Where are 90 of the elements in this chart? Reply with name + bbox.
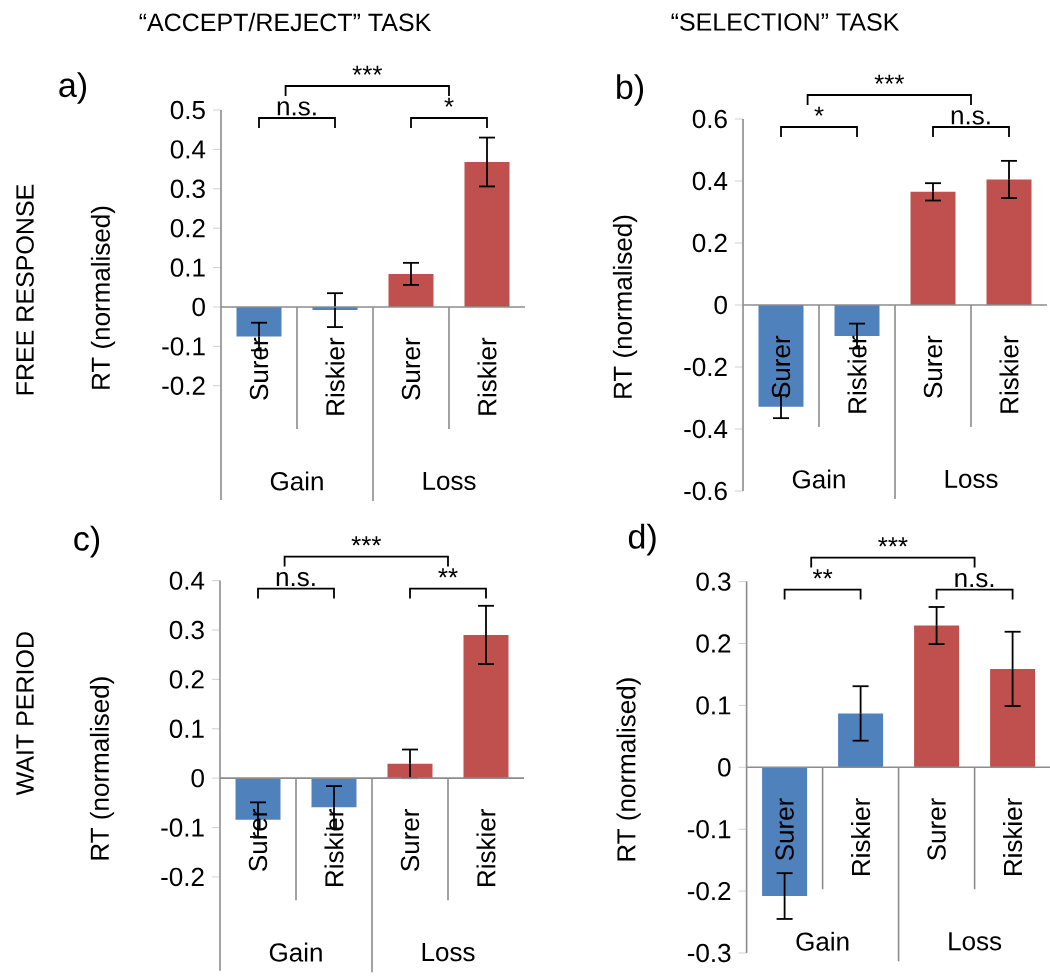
bar	[464, 162, 510, 307]
x-tick-label: Surer	[927, 798, 946, 861]
bar	[758, 305, 804, 407]
y-tick-label: -0.1	[162, 337, 205, 356]
annotation: Loss	[422, 943, 475, 962]
y-tick-label: 0.2	[696, 634, 731, 653]
x-tick-label: Riskier	[851, 798, 871, 876]
x-tick-label: Riskier	[325, 337, 345, 415]
annotation: Gain	[796, 931, 849, 951]
x-tick-label: Surer	[401, 337, 421, 400]
text: ***	[351, 536, 382, 546]
y-axis-title: RT (normalised)	[90, 206, 116, 389]
y-tick-label: -0.2	[161, 867, 204, 887]
text: **	[438, 568, 458, 578]
x-tick-label: Surer	[400, 809, 420, 871]
y-tick-label: 0.1	[170, 258, 205, 277]
x-tick-label: Surer	[923, 335, 943, 398]
y-tick-label: -0.3	[687, 943, 731, 963]
y-tick-label: 0.3	[169, 620, 204, 640]
y-axis-title: RT (normalised)	[612, 215, 638, 398]
annotation: Gain	[792, 469, 845, 489]
bar	[463, 634, 509, 779]
x-tick-label: Riskier	[477, 337, 497, 415]
bar	[388, 273, 434, 307]
chart-title: b)	[617, 74, 644, 106]
text: FREE RESPONSE	[16, 184, 34, 395]
chart-title: c)	[74, 525, 100, 558]
y-tick-label: -0.1	[687, 820, 731, 839]
y-tick-label: 0.2	[170, 218, 205, 238]
x-tick-label: Surer	[248, 809, 268, 871]
y-tick-label: -0.2	[162, 376, 205, 395]
chart-subtitle: “SELECTION” TASK	[671, 13, 900, 31]
x-tick-label: Riskier	[999, 335, 1019, 413]
y-tick-label: 0	[718, 758, 731, 777]
y-tick-label: 0.2	[692, 233, 727, 253]
bar	[236, 306, 282, 337]
x-tick-label: Surer	[249, 337, 269, 400]
x-tick-label: Surer	[775, 798, 794, 861]
text: ***	[878, 537, 908, 547]
y-tick-label: 0	[714, 295, 727, 315]
y-tick-label: 0.2	[169, 670, 204, 689]
y-tick-label: -0.1	[161, 818, 204, 837]
bar	[838, 713, 884, 768]
chart-title: a)	[59, 72, 87, 104]
annotation: n.s.	[277, 101, 316, 116]
y-tick-label: 0.5	[170, 100, 205, 120]
annotation: Gain	[269, 942, 322, 962]
y-tick-label: 0.4	[169, 571, 205, 590]
bar	[914, 625, 960, 768]
annotation: Loss	[949, 932, 1002, 951]
y-tick-label: -0.4	[684, 419, 728, 439]
y-tick-label: -0.2	[687, 881, 731, 901]
x-tick-label: Surer	[771, 335, 791, 398]
y-tick-label: 0.6	[692, 109, 727, 129]
text: ***	[352, 65, 383, 75]
text: ***	[874, 74, 905, 84]
annotation: Loss	[423, 471, 476, 491]
annotation: n.s.	[276, 571, 315, 587]
y-tick-label: -0.2	[684, 357, 727, 377]
bar	[311, 778, 357, 808]
annotation: Loss	[945, 469, 998, 489]
bar	[834, 305, 880, 337]
y-tick-label: 0.4	[170, 140, 206, 159]
bar	[910, 191, 956, 305]
x-tick-label: Riskier	[324, 809, 344, 886]
bar	[986, 179, 1032, 305]
y-tick-label: 0.3	[696, 572, 731, 591]
bar	[762, 767, 808, 897]
y-tick-label: 0.1	[169, 719, 204, 738]
y-tick-label: 0	[192, 297, 205, 317]
y-tick-label: 0.1	[696, 696, 731, 715]
y-tick-label: -0.6	[684, 481, 727, 501]
y-axis-title: RT (normalised)	[616, 678, 641, 861]
annotation: Gain	[270, 471, 323, 491]
bar	[990, 668, 1036, 768]
annotation: n.s.	[955, 572, 994, 588]
text: *	[814, 106, 824, 116]
x-tick-label: Riskier	[847, 335, 867, 413]
text: **	[812, 569, 833, 579]
annotation: n.s.	[951, 110, 990, 125]
y-axis-title: RT (normalised)	[89, 677, 115, 860]
chart-subtitle: “ACCEPT/REJECT” TASK	[139, 12, 432, 32]
y-tick-label: 0.3	[170, 179, 205, 198]
y-tick-label: 0.4	[692, 171, 728, 191]
x-tick-label: Riskier	[476, 809, 496, 886]
y-tick-label: 0	[191, 768, 204, 788]
x-tick-label: Riskier	[1003, 798, 1023, 876]
text: WAIT PERIOD	[16, 632, 34, 796]
chart-title: d)	[628, 523, 656, 556]
text: *	[444, 97, 454, 107]
